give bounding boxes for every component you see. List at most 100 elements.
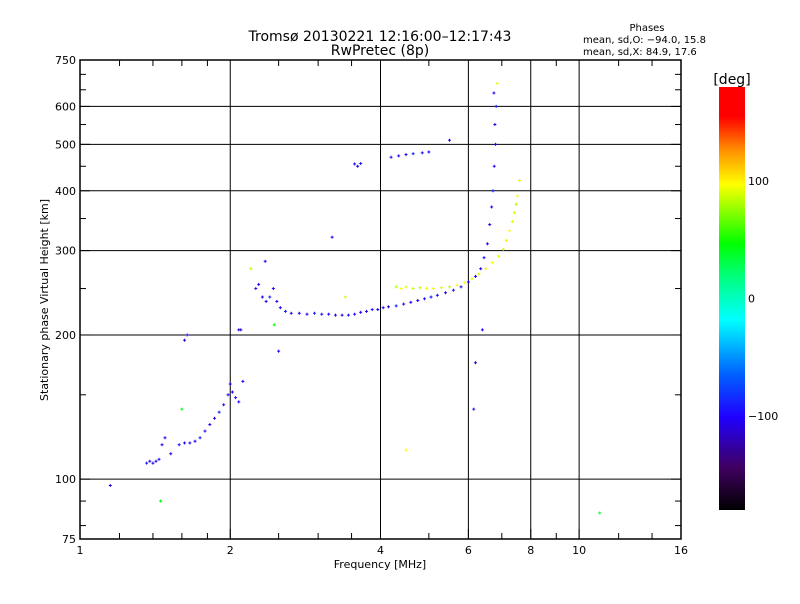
data-point-o-mode (377, 308, 379, 312)
data-point-o-mode (223, 403, 225, 407)
data-point-x-mode (511, 220, 513, 224)
data-point-o-mode (255, 287, 257, 291)
colorbar-tick-label: 0 (748, 293, 755, 306)
data-point-x-mode (405, 448, 407, 452)
data-point-x-mode (478, 272, 480, 276)
data-point-x-mode (502, 247, 504, 251)
data-point-o-mode (109, 483, 111, 487)
colorbar-ticks: 100 0 −100 (748, 175, 778, 423)
data-point-x-mode (456, 283, 458, 287)
data-point-o-mode (495, 142, 497, 146)
data-point-o-mode (242, 379, 244, 383)
data-point-o-mode (357, 164, 359, 168)
data-point-o-mode (164, 436, 166, 440)
data-point-x-mode (250, 267, 252, 271)
y-axis-label: Stationary phase Virtual Height [km] (38, 199, 51, 401)
data-points (108, 81, 602, 515)
data-point-o-mode (480, 267, 482, 271)
data-point-x-mode (412, 287, 414, 291)
stats-o-mode: mean, sd,O: −94.0, 15.8 (583, 35, 706, 46)
data-point-o-mode (354, 162, 356, 166)
data-point-o-mode (214, 416, 216, 420)
data-point-o-mode (495, 104, 497, 108)
data-point-o-mode (231, 390, 233, 394)
data-point-o-mode (493, 164, 495, 168)
data-point-o-mode (428, 150, 430, 154)
data-point-o-mode (178, 443, 180, 447)
colorbar (719, 87, 745, 510)
y-tick-label: 300 (55, 245, 76, 258)
data-point-o-mode (334, 313, 336, 317)
data-point-o-mode (279, 306, 281, 310)
data-point-o-mode (149, 459, 151, 463)
data-point-x-mode (515, 202, 517, 206)
colorbar-tick-label: −100 (748, 410, 778, 423)
data-point-o-mode (238, 328, 240, 332)
data-point-o-mode (417, 299, 419, 303)
data-point-o-mode (186, 333, 188, 337)
data-point-o-mode (278, 349, 280, 353)
data-point-other (181, 407, 183, 411)
data-point-o-mode (492, 189, 494, 193)
data-point-o-mode (436, 293, 438, 297)
x-tick-label: 4 (377, 544, 384, 557)
data-point-o-mode (341, 313, 343, 317)
data-point-x-mode (496, 81, 498, 85)
data-point-x-mode (498, 254, 500, 258)
data-point-x-mode (505, 238, 507, 242)
data-point-o-mode (269, 295, 271, 299)
data-point-o-mode (483, 256, 485, 260)
data-point-x-mode (449, 285, 451, 289)
data-point-o-mode (405, 153, 407, 157)
data-point-o-mode (321, 312, 323, 316)
x-tick-label: 8 (527, 544, 534, 557)
data-point-o-mode (306, 312, 308, 316)
data-point-o-mode (347, 313, 349, 317)
data-point-o-mode (146, 461, 148, 465)
y-tick-label: 200 (55, 329, 76, 342)
x-tick-label: 6 (465, 544, 472, 557)
data-point-o-mode (473, 407, 475, 411)
data-point-x-mode (471, 277, 473, 281)
data-point-x-mode (400, 287, 402, 291)
y-tick-label: 100 (55, 473, 76, 486)
data-point-o-mode (430, 295, 432, 299)
data-point-o-mode (474, 274, 476, 278)
data-point-o-mode (474, 361, 476, 365)
data-point-o-mode (204, 429, 206, 433)
data-point-o-mode (371, 308, 373, 312)
data-point-o-mode (265, 299, 267, 303)
data-point-o-mode (412, 152, 414, 156)
data-point-o-mode (486, 242, 488, 246)
x-tick-label: 2 (227, 544, 234, 557)
data-point-o-mode (481, 328, 483, 332)
stats-heading: Phases (629, 23, 664, 34)
data-point-x-mode (519, 179, 521, 183)
data-point-o-mode (328, 312, 330, 316)
data-point-o-mode (445, 291, 447, 295)
data-point-o-mode (387, 305, 389, 309)
data-point-other (599, 511, 601, 515)
data-point-x-mode (395, 285, 397, 289)
x-tick-label: 1 (77, 544, 84, 557)
data-point-o-mode (360, 162, 362, 166)
grid (80, 60, 681, 539)
data-point-o-mode (382, 306, 384, 310)
data-point-x-mode (419, 286, 421, 290)
data-point-o-mode (493, 91, 495, 95)
data-point-x-mode (464, 281, 466, 285)
data-point-o-mode (194, 439, 196, 443)
data-point-o-mode (298, 311, 300, 315)
data-point-o-mode (152, 461, 154, 465)
colorbar-label: [deg] (713, 72, 750, 88)
data-point-x-mode (441, 286, 443, 290)
data-point-o-mode (360, 310, 362, 314)
data-point-o-mode (467, 280, 469, 284)
data-point-o-mode (189, 441, 191, 445)
data-point-o-mode (229, 382, 231, 386)
data-point-o-mode (489, 223, 491, 227)
y-tick-label: 750 (55, 54, 76, 67)
data-point-o-mode (284, 309, 286, 313)
chart-subtitle: RwPretec (8p) (331, 43, 429, 59)
data-point-o-mode (258, 282, 260, 286)
